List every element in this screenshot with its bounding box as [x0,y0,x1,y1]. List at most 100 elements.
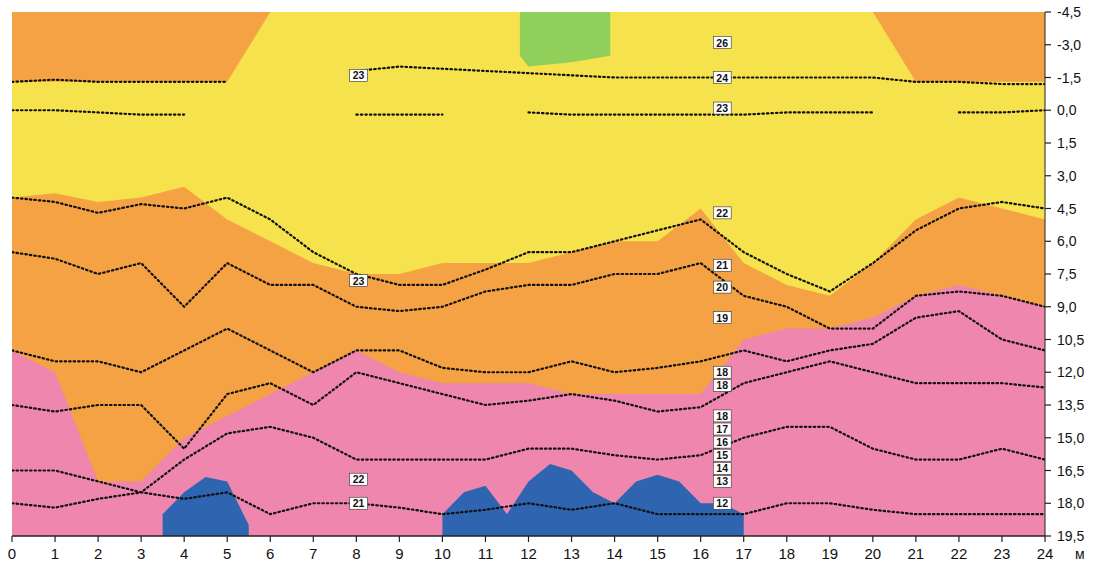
y-tick-label: 0,0 [1057,102,1077,118]
label-text: 18 [716,366,728,378]
horizon-line [12,361,1045,448]
horizon-label: 23 [350,275,368,287]
horizon-label: 21 [713,259,731,271]
y-tick [1045,208,1051,209]
horizon-label: 19 [713,312,731,324]
y-tick-label: 7,5 [1057,266,1077,282]
label-text: 12 [716,497,728,509]
label-text: 21 [353,497,365,509]
x-tick-label: 17 [735,545,752,562]
label-box [713,281,731,293]
y-tick [1045,306,1051,307]
horizon-label: 18 [713,379,731,391]
x-tick [743,536,744,542]
label-box [713,102,731,114]
x-tick-label: 14 [606,545,623,562]
horizon-label: 12 [713,497,731,509]
label-text: 14 [716,462,728,474]
y-tick-label: 4,5 [1057,201,1077,217]
y-tick [1045,437,1051,438]
x-tick-label: 0 [8,545,16,562]
x-tick-label: 11 [478,545,494,562]
label-box [350,473,368,485]
zone-area [12,12,1045,481]
x-tick [141,536,142,542]
horizon-line [12,67,1045,84]
y-tick-label: 1,5 [1057,135,1077,151]
x-tick [571,536,572,542]
zone-area [163,477,249,536]
y-tick [1045,339,1051,340]
zone-area [12,12,1045,296]
horizon-line [12,198,1045,292]
x-tick [270,536,271,542]
y-tick [1045,44,1051,45]
x-tick-label: 10 [434,545,451,562]
x-tick-label: 1 [51,545,59,562]
y-tick [1045,535,1051,536]
label-text: 21 [716,259,728,271]
x-tick [657,536,658,542]
x-tick [399,536,400,542]
x-tick [442,536,443,542]
horizon-label: 17 [713,423,731,435]
label-text: 19 [716,312,728,324]
horizon-label: 22 [713,207,731,219]
horizon-label: 15 [713,449,731,461]
label-box [713,366,731,378]
x-tick [829,536,830,542]
horizon-label: 20 [713,281,731,293]
x-tick [528,536,529,542]
x-tick [1044,536,1045,542]
y-tick-label: -3,0 [1057,37,1081,53]
label-text: 17 [716,423,728,435]
label-text: 18 [716,410,728,422]
horizon-line [12,252,1045,328]
x-tick-label: 7 [309,545,317,562]
x-tick-label: 16 [692,545,709,562]
label-text: 23 [353,275,365,287]
x-tick-label: 4 [180,545,188,562]
zone-area [442,464,743,536]
y-tick-label: 15,0 [1057,430,1084,446]
x-tick-label: 22 [951,545,968,562]
annotations: 2323222126242322212019181818171615141312 [350,37,732,510]
label-box [713,475,731,487]
y-tick-label: 3,0 [1057,168,1077,184]
label-box [713,410,731,422]
y-tick [1045,241,1051,242]
label-box [713,436,731,448]
y-tick [1045,77,1051,78]
x-axis-title: м [1075,546,1085,562]
label-box [350,69,368,81]
x-tick [958,536,959,542]
label-box [713,379,731,391]
label-text: 26 [716,37,728,49]
y-tick-label: 6,0 [1057,233,1077,249]
y-axis: -4,5-3,0-1,50,01,53,04,56,07,59,010,512,… [1045,4,1084,544]
label-text: 24 [716,72,728,84]
horizon-label: 13 [713,475,731,487]
label-box [713,462,731,474]
horizon-label: 16 [713,436,731,448]
horizon-label: 14 [713,462,731,474]
y-tick [1045,503,1051,504]
x-tick-label: 20 [864,545,881,562]
horizon-label: 26 [713,37,731,49]
y-tick-label: 13,5 [1057,397,1084,413]
x-tick [313,536,314,542]
x-tick-label: 24 [1037,545,1054,562]
y-tick-label: 12,0 [1057,364,1084,380]
horizon-label: 24 [713,72,731,84]
horizon-label: 18 [713,410,731,422]
x-tick-label: 23 [994,545,1011,562]
x-tick-label: 15 [649,545,666,562]
x-tick [915,536,916,542]
label-box [713,497,731,509]
y-tick [1045,372,1051,373]
label-box [713,449,731,461]
label-text: 22 [716,207,728,219]
y-tick-label: 9,0 [1057,299,1077,315]
y-tick [1045,470,1051,471]
y-tick-label: 16,5 [1057,463,1084,479]
